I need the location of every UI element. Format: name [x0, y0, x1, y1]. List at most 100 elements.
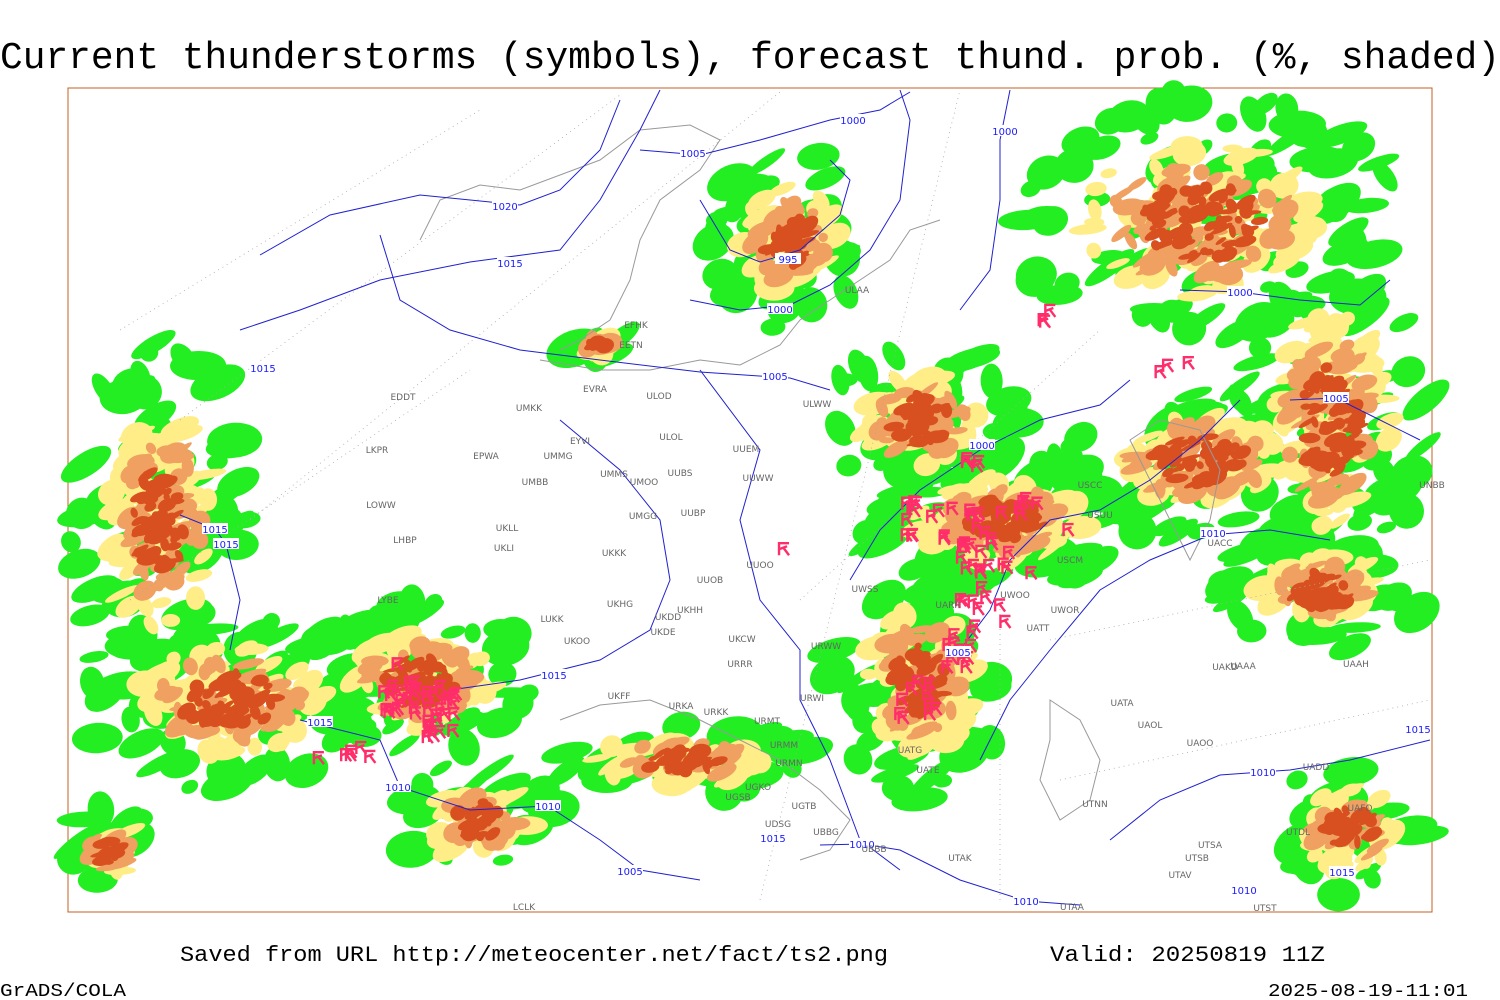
shade-blob	[267, 732, 291, 753]
station-label: URRR	[727, 660, 752, 670]
station-label: UMGG	[629, 512, 657, 522]
shade-blob	[185, 468, 227, 481]
shade-blob	[882, 341, 906, 371]
station-label: UMMS	[600, 470, 628, 480]
shade-blob	[940, 403, 953, 419]
shade-blob	[1109, 194, 1123, 208]
shade-blob	[445, 828, 459, 838]
shade-blob	[1336, 286, 1380, 301]
station-label: UWOR	[1051, 606, 1080, 616]
shade-blob	[1215, 264, 1244, 286]
shade-blob	[1087, 199, 1102, 221]
shade-blob	[166, 558, 184, 563]
shade-blob	[1218, 195, 1228, 204]
shade-blob	[1323, 757, 1379, 787]
station-label: URWI	[800, 694, 824, 704]
station-label: UUBP	[681, 509, 706, 519]
station-label: UAAA	[1230, 662, 1256, 672]
shade-blob	[226, 679, 235, 690]
shade-blob	[1185, 239, 1196, 246]
shade-blob	[382, 718, 404, 735]
station-label: UKFF	[608, 692, 631, 702]
isobar-label: 1000	[992, 127, 1017, 138]
shade-blob	[1338, 472, 1367, 496]
isobar-label: 1005	[617, 867, 642, 878]
shade-blob	[1187, 252, 1202, 263]
shade-blob	[490, 827, 497, 834]
thunderstorm-symbol	[1025, 566, 1038, 581]
station-label: UDSG	[765, 820, 791, 830]
thunderstorm-symbol	[955, 550, 969, 565]
thunderstorm-symbol	[980, 590, 993, 605]
shade-blob	[143, 615, 159, 635]
shade-blob	[909, 625, 935, 634]
shade-blob	[166, 515, 176, 526]
isobar-label: 1010	[1013, 897, 1038, 908]
shade-blob	[1310, 416, 1319, 428]
shade-blob	[1037, 534, 1070, 561]
isobar-label: 1010	[535, 802, 560, 813]
shade-blob	[1140, 132, 1159, 145]
station-label: UKKK	[602, 549, 627, 559]
isobar-label-bg	[541, 669, 567, 680]
shade-blob	[1193, 164, 1210, 181]
isobar-label: 1000	[1227, 288, 1252, 299]
shade-blob	[1299, 592, 1322, 609]
shade-blob	[481, 629, 530, 666]
shade-blob	[783, 224, 803, 236]
shade-blob	[1321, 380, 1338, 394]
shade-blob	[236, 668, 267, 681]
shade-blob	[806, 208, 819, 219]
shade-blob	[1317, 878, 1360, 912]
shade-blob	[1281, 446, 1298, 463]
isobar-label: 1010	[1200, 529, 1225, 540]
shade-blob	[159, 475, 178, 488]
shade-blob	[185, 586, 206, 610]
shade-blob	[108, 556, 143, 568]
shade-blob	[700, 756, 713, 763]
shade-blob	[1269, 172, 1299, 199]
shade-blob	[1015, 262, 1055, 297]
shade-blob	[266, 713, 288, 732]
thunderstorm-symbol	[976, 580, 989, 595]
thunderstorm-symbol	[969, 619, 982, 634]
shade-blob	[742, 752, 767, 776]
shade-blob	[58, 548, 101, 579]
shade-blob	[61, 531, 81, 553]
shade-blob	[136, 595, 154, 617]
shade-blob	[686, 751, 697, 762]
shade-blob	[1189, 207, 1210, 223]
shade-blob	[1064, 421, 1098, 452]
shade-blob	[156, 558, 164, 568]
shade-blob	[1319, 188, 1349, 223]
station-label: LCLK	[513, 903, 536, 913]
shade-blob	[92, 855, 112, 867]
shade-blob	[1149, 144, 1187, 160]
shade-blob	[255, 696, 266, 705]
shade-blob	[876, 417, 888, 426]
thunderstorm-symbol	[423, 718, 436, 733]
shade-blob	[159, 749, 200, 779]
shade-blob	[104, 585, 139, 603]
shade-blob	[166, 574, 178, 588]
station-label: UKLI	[494, 544, 514, 554]
station-label: UKHG	[607, 600, 633, 610]
shade-blob	[257, 712, 272, 725]
isobar-label-bg	[1013, 895, 1039, 906]
station-label: USCC	[1078, 481, 1103, 491]
shade-blob	[217, 688, 233, 698]
shade-blob	[883, 439, 909, 458]
shade-blob	[170, 350, 227, 381]
isobar-label-bg	[992, 125, 1018, 136]
shade-blob	[448, 728, 480, 766]
shade-blob	[145, 442, 157, 455]
shade-blob	[464, 623, 481, 643]
shade-blob	[130, 507, 138, 518]
shade-blob	[1133, 430, 1163, 444]
station-label: ULAA	[845, 286, 870, 296]
shade-blob	[448, 646, 470, 664]
shade-blob	[455, 809, 464, 816]
station-label: UBBG	[813, 828, 839, 838]
isobar-label: 1015	[307, 718, 332, 729]
shade-blob	[1332, 811, 1351, 822]
